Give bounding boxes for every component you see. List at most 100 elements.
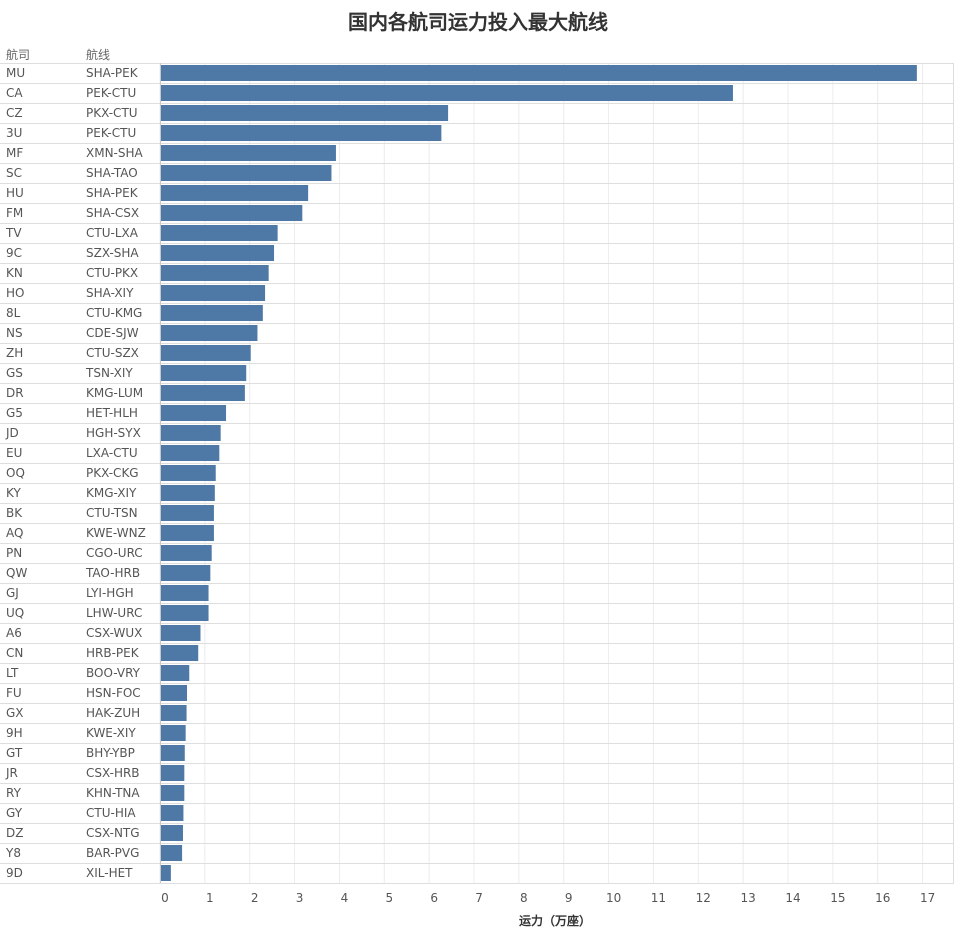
route-label: SZX-SHA	[86, 246, 139, 260]
airline-label: JD	[5, 426, 19, 440]
route-label: HET-HLH	[86, 406, 138, 420]
x-tick-label: 14	[785, 891, 800, 905]
airline-label: GJ	[6, 586, 19, 600]
bar-9C	[161, 245, 275, 261]
bar-G5	[161, 405, 227, 421]
bar-BK	[161, 505, 214, 521]
airline-label: EU	[6, 446, 22, 460]
x-tick-label: 0	[161, 891, 169, 905]
airline-label: BK	[6, 506, 23, 520]
bar-AQ	[161, 525, 214, 541]
route-label: TAO-HRB	[85, 566, 140, 580]
x-tick-label: 11	[651, 891, 666, 905]
route-label: HSN-FOC	[86, 686, 141, 700]
bar-CN	[161, 645, 199, 661]
route-label: LXA-CTU	[86, 446, 138, 460]
airline-label: SC	[6, 166, 22, 180]
route-column-header: 航线	[86, 48, 111, 62]
bar-OQ	[161, 465, 216, 481]
route-label: CSX-HRB	[86, 766, 140, 780]
airline-label: RY	[6, 786, 22, 800]
route-label: BAR-PVG	[86, 846, 139, 860]
route-label: PKX-CKG	[86, 466, 139, 480]
route-label: HGH-SYX	[86, 426, 141, 440]
x-tick-label: 8	[520, 891, 528, 905]
x-tick-label: 13	[741, 891, 756, 905]
bar-DR	[161, 385, 245, 401]
airline-label: DZ	[6, 826, 23, 840]
route-label: HAK-ZUH	[86, 706, 140, 720]
airline-label: QW	[6, 566, 27, 580]
x-tick-label: 5	[385, 891, 393, 905]
route-label: CTU-PKX	[86, 266, 138, 280]
route-label: BHY-YBP	[86, 746, 135, 760]
route-label: CSX-WUX	[86, 626, 142, 640]
bar-DZ	[161, 825, 183, 841]
airline-label: MF	[6, 146, 23, 160]
airline-label: 9H	[6, 726, 23, 740]
bar-TV	[161, 225, 278, 241]
route-label: CTU-KMG	[86, 306, 142, 320]
airline-label: DR	[6, 386, 24, 400]
airline-label: ZH	[6, 346, 23, 360]
route-label: LYI-HGH	[86, 586, 134, 600]
bar-HU	[161, 185, 309, 201]
airline-label: AQ	[6, 526, 23, 540]
bar-UQ	[161, 605, 209, 621]
airline-label: G5	[6, 406, 23, 420]
airline-label: NS	[6, 326, 23, 340]
airline-label: UQ	[6, 606, 24, 620]
airline-label: HO	[6, 286, 24, 300]
bar-HO	[161, 285, 266, 301]
x-tick-label: 2	[251, 891, 259, 905]
airline-label: PN	[6, 546, 22, 560]
x-tick-label: 1	[206, 891, 214, 905]
route-label: PKX-CTU	[86, 106, 138, 120]
airline-label: GY	[6, 806, 23, 820]
airline-label: FU	[6, 686, 22, 700]
airline-label: OQ	[6, 466, 25, 480]
airline-label: KY	[6, 486, 21, 500]
bar-MF	[161, 145, 336, 161]
route-label: KMG-XIY	[86, 486, 137, 500]
bar-CA	[161, 85, 733, 101]
bar-GT	[161, 745, 185, 761]
bar-CZ	[161, 105, 449, 121]
route-label: SHA-PEK	[86, 66, 139, 80]
airline-label: CN	[6, 646, 23, 660]
route-label: CTU-LXA	[86, 226, 139, 240]
x-tick-label: 3	[296, 891, 304, 905]
x-tick-label: 10	[606, 891, 621, 905]
airline-column-header: 航司	[6, 48, 31, 62]
airline-label: CA	[6, 86, 23, 100]
route-label: CTU-SZX	[86, 346, 139, 360]
bar-KN	[161, 265, 269, 281]
bar-FU	[161, 685, 188, 701]
bar-FM	[161, 205, 303, 221]
route-label: TSN-XIY	[85, 366, 133, 380]
route-label: SHA-CSX	[86, 206, 139, 220]
airline-label: TV	[5, 226, 22, 240]
airline-label: FM	[6, 206, 23, 220]
x-tick-label: 6	[430, 891, 438, 905]
bar-GS	[161, 365, 247, 381]
bar-QW	[161, 565, 211, 581]
bar-Y8	[161, 845, 183, 861]
x-tick-label: 7	[475, 891, 483, 905]
route-label: SHA-PEK	[86, 186, 139, 200]
route-label: PEK-CTU	[86, 126, 136, 140]
bar-3U	[161, 125, 442, 141]
route-label: SHA-TAO	[86, 166, 138, 180]
route-label: CTU-HIA	[86, 806, 136, 820]
airline-label: GS	[6, 366, 23, 380]
chart-title: 国内各航司运力投入最大航线	[348, 10, 608, 34]
route-label: KHN-TNA	[86, 786, 140, 800]
route-label: KWE-WNZ	[86, 526, 146, 540]
bar-KY	[161, 485, 215, 501]
bar-EU	[161, 445, 220, 461]
route-label: HRB-PEK	[86, 646, 140, 660]
airline-label: JR	[5, 766, 18, 780]
airline-label: GT	[6, 746, 23, 760]
route-label: XMN-SHA	[86, 146, 144, 160]
